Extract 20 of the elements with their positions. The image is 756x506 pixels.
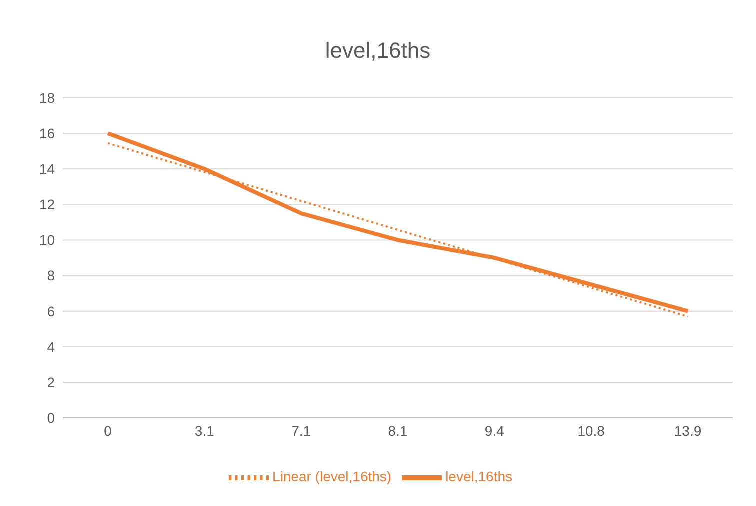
y-tick-label: 8 [47,268,56,284]
y-tick-label: 12 [39,196,56,213]
x-tick-label: 3.1 [194,422,215,439]
x-tick-label: 10.8 [578,422,606,439]
chart-title: level,16ths [324,37,432,65]
y-tick-label: 6 [47,303,56,320]
legend-label: Linear (level,16ths) [272,468,392,485]
y-tick-label: 2 [47,374,56,390]
y-tick-label: 14 [39,161,56,178]
y-tick-label: 0 [47,410,56,426]
y-tick-label: 4 [47,338,56,355]
x-tick-label: 13.9 [674,422,702,439]
x-tick-label: 7.1 [292,422,312,439]
y-tick-label: 18 [39,90,56,106]
x-tick-label: 8.1 [388,422,408,439]
y-tick-label: 10 [39,232,56,248]
legend-label: level,16ths [446,468,512,485]
x-tick-label: 0 [104,422,112,439]
x-tick-label: 9.4 [484,422,505,439]
y-tick-label: 16 [39,126,56,142]
